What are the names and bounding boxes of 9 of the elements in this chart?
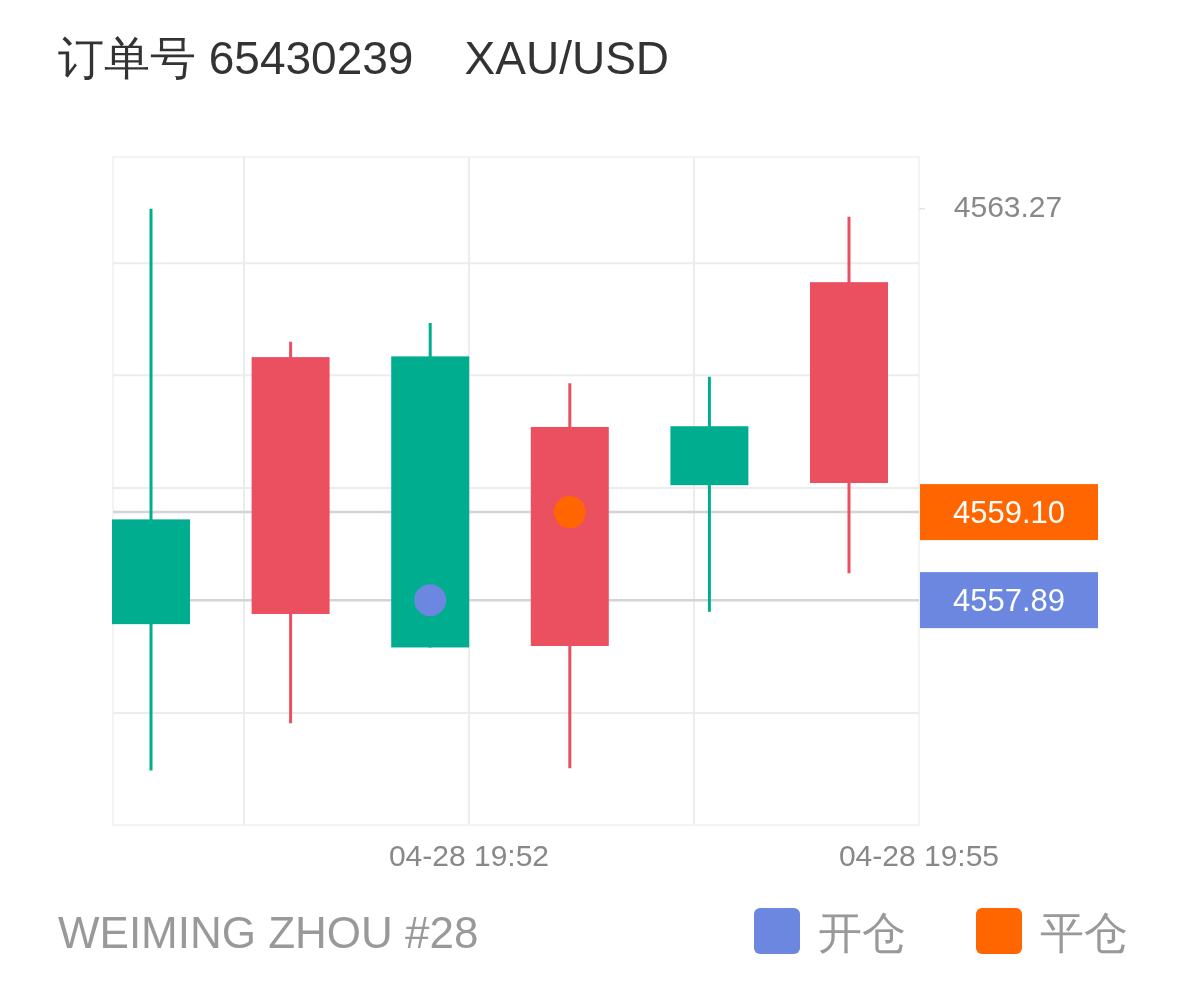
y-tick-label: 4559.10	[952, 494, 1066, 530]
text: WEIMING ZHOU #28	[58, 908, 479, 957]
chart-title: 订单号 65430239 XAU/USD	[58, 32, 670, 84]
text: 04-28 19:55	[838, 839, 1000, 872]
text: 04-28 19:52	[388, 839, 550, 872]
legend-label: 开仓	[818, 908, 906, 957]
y-tick-label: 4557.89	[952, 583, 1066, 618]
legend-label: 平仓	[1040, 908, 1128, 957]
y-tick-label: 4563.27	[953, 190, 1063, 224]
